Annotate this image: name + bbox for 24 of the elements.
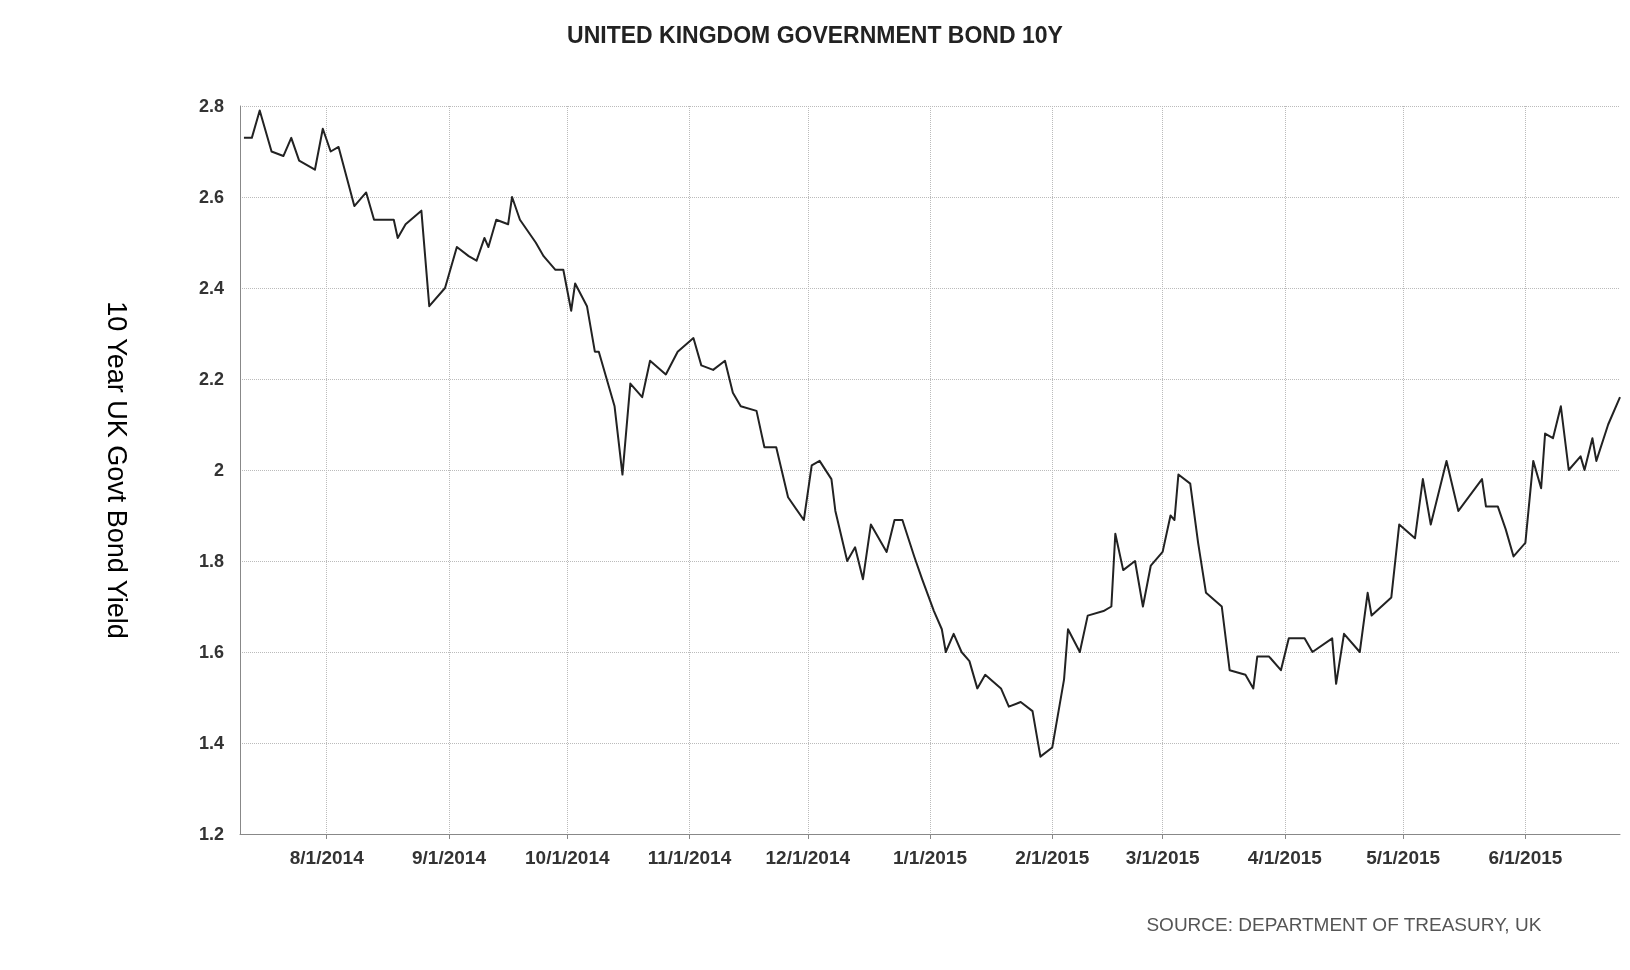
x-tick-label: 1/1/2015 [893,847,968,868]
x-tick-label: 8/1/2014 [289,847,365,868]
x-tick-label: 11/1/2014 [647,847,732,868]
line-series [242,109,1621,758]
source-note: SOURCE: DEPARTMENT OF TREASURY, UK [1146,914,1542,935]
y-tick-label: 2.4 [198,278,224,298]
x-tick-label: 5/1/2015 [1366,847,1441,868]
x-tick-label: 2/1/2015 [1015,847,1090,868]
y-tick-label: 1.6 [198,642,224,662]
y-tick-label: 1.4 [198,733,224,753]
y-tick-label: 2.8 [198,96,224,116]
y-tick-label: 1.8 [198,551,224,571]
y-tick-label: 2.2 [198,369,224,389]
x-tick-label: 4/1/2015 [1247,847,1323,868]
y-axis-title: 10 Year UK Govt Bond Yield [101,301,132,639]
x-tick-label: 9/1/2014 [411,847,487,868]
y-tick-label: 1.2 [198,824,224,844]
x-tick-label: 10/1/2014 [524,847,610,868]
y-tick-label: 2.6 [198,187,224,207]
x-tick-label: 12/1/2014 [765,847,851,868]
chart-title: UNITED KINGDOM GOVERNMENT BOND 10Y [567,21,1063,48]
x-tick-label: 3/1/2015 [1125,847,1201,868]
x-tick-label: 6/1/2015 [1488,847,1563,868]
y-tick-label: 2 [213,460,224,480]
